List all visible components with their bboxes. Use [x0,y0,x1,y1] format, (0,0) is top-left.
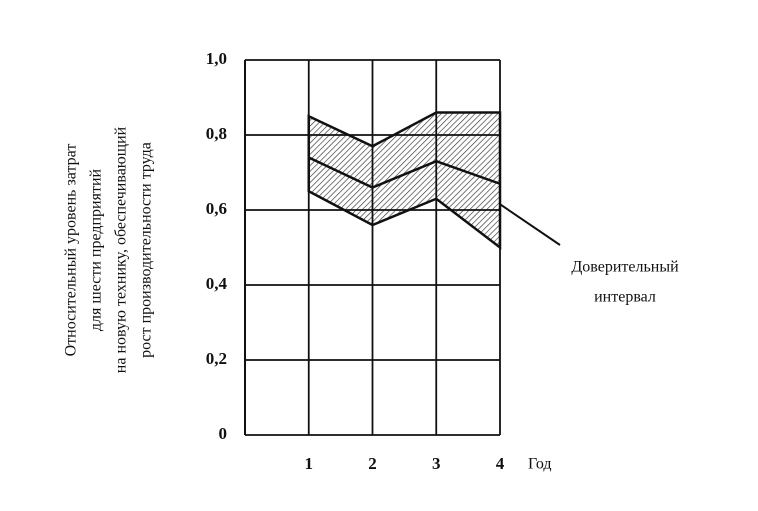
line [308,156,501,189]
x-tick-label: 1 [305,454,314,473]
y-axis-label: Относительный уровень затрат [63,144,80,357]
x-tick-label: 2 [368,454,377,473]
annotation: интервал [594,289,656,306]
y-tick-label: 0,2 [206,349,227,368]
y-tick-label: 0 [219,424,228,443]
y-tick-label: 0,6 [206,199,227,218]
y-tick-label: 0,8 [206,124,227,143]
y-tick-label: 1,0 [206,49,227,68]
y-axis-label: рост производительности труда [138,142,155,358]
y-axis-label: на новую технику, обеспечивающий [113,126,130,373]
annotation: Доверительный [571,259,679,276]
x-axis-label: Год [528,456,552,473]
y-axis-label: для шести предприятий [88,168,105,331]
x-tick-label: 4 [496,454,505,473]
confidence-band [307,111,502,251]
y-tick-label: 0,4 [206,274,228,293]
x-tick-label: 3 [432,454,441,473]
